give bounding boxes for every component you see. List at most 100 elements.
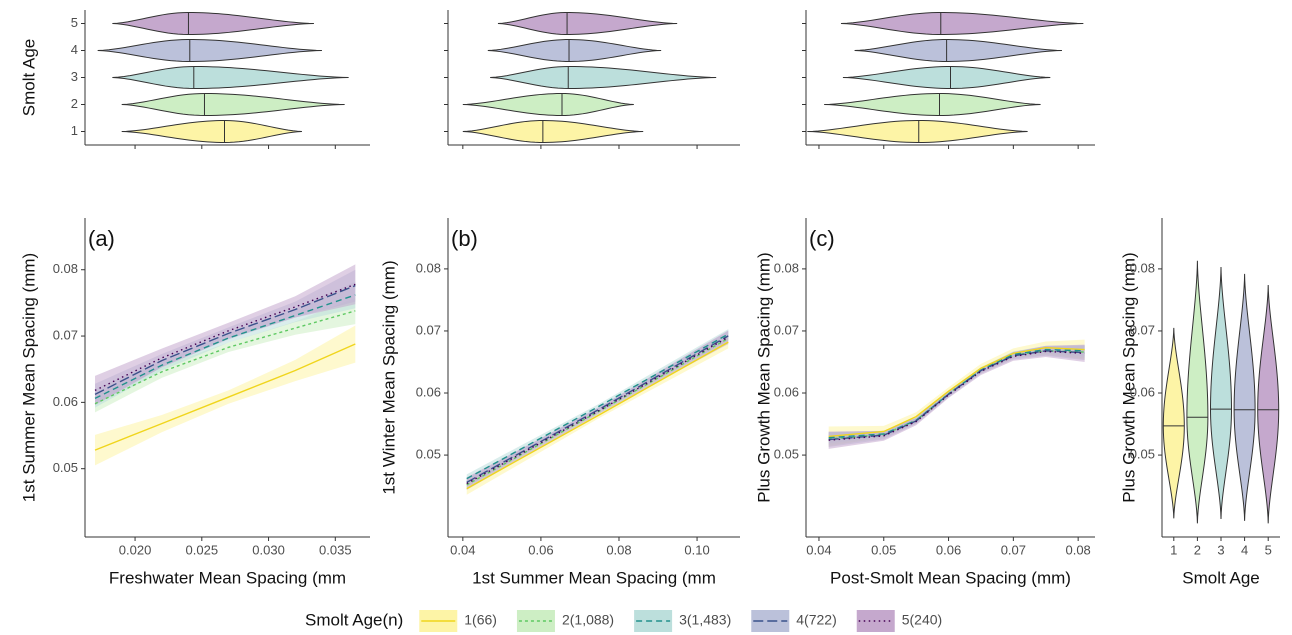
legend: Smolt Age(n) 1(66) 2(1,088) 3(1,483) 4(722) 5… — [305, 610, 942, 632]
fit-line — [828, 347, 1085, 438]
panel-label: (c) — [809, 226, 835, 251]
fit-line — [828, 350, 1085, 440]
panel — [802, 10, 1095, 149]
x-tick-label: 4 — [1241, 542, 1248, 557]
panel: Smolt Age 1 2 3 4 5 — [19, 10, 370, 149]
x-axis-title: Post-Smolt Mean Spacing (mm) — [830, 568, 1071, 587]
panel: Plus Growth Mean Spacing (mm) Smolt Age 0.… — [1119, 218, 1280, 587]
y-tick-label: 0.06 — [416, 384, 441, 399]
legend-label: 5(240) — [902, 612, 942, 628]
x-tick-label: 0.035 — [319, 542, 352, 557]
x-tick-label: 0.08 — [606, 542, 631, 557]
y-tick-label: 0.08 — [53, 261, 78, 276]
panel-label: (b) — [451, 226, 478, 251]
x-tick-label: 0.025 — [186, 542, 219, 557]
x-tick-label: 0.06 — [528, 542, 553, 557]
legend-label: 3(1,483) — [679, 612, 731, 628]
x-tick-label: 0.04 — [806, 542, 831, 557]
fit-line — [466, 341, 729, 490]
y-tick-label: 0.07 — [774, 322, 799, 337]
panel: 1st Summer Mean Spacing (mm) Freshwater M… — [19, 218, 370, 587]
x-tick-label: 0.08 — [1065, 542, 1090, 557]
x-tick-label: 5 — [1265, 542, 1272, 557]
y-tick-label: 0.05 — [416, 447, 441, 462]
violin — [1162, 327, 1185, 519]
y-tick-label: 0.08 — [774, 260, 799, 275]
legend-key — [634, 610, 673, 632]
violin — [842, 65, 1051, 90]
x-tick-label: 0.04 — [450, 542, 475, 557]
x-axis-title: Freshwater Mean Spacing (mm — [109, 568, 346, 587]
x-tick-label: 0.030 — [252, 542, 285, 557]
violin — [490, 65, 717, 90]
x-tick-label: 0.020 — [119, 542, 152, 557]
x-tick-label: 0.05 — [871, 542, 896, 557]
legend-label: 4(722) — [796, 612, 836, 628]
legend-key — [856, 610, 895, 632]
violin — [1186, 260, 1209, 524]
y-tick-label: 3 — [71, 69, 78, 84]
y-tick-label: 2 — [71, 96, 78, 111]
violin — [121, 119, 302, 144]
y-tick-label: 0.07 — [53, 327, 78, 342]
violin — [97, 39, 322, 62]
violin — [854, 38, 1062, 63]
y-axis-title: Plus Growth Mean Spacing (mm) — [1119, 252, 1138, 502]
fit-line — [94, 310, 356, 405]
legend-label: 2(1,088) — [562, 612, 614, 628]
violin — [807, 119, 1028, 144]
y-tick-label: 0.05 — [774, 447, 799, 462]
x-tick-label: 2 — [1194, 542, 1201, 557]
y-tick-label: 0.05 — [53, 460, 78, 475]
fit-line — [828, 350, 1085, 441]
fit-line — [94, 343, 356, 451]
x-tick-label: 0.06 — [936, 542, 961, 557]
y-tick-label: 4 — [71, 42, 78, 57]
panel: 1st Winter Mean Spacing (mm) 1st Summer M… — [379, 218, 740, 587]
confidence-band — [95, 325, 356, 466]
y-tick-label: 0.06 — [1130, 384, 1155, 399]
violin — [462, 92, 634, 117]
confidence-band — [95, 297, 356, 413]
y-tick-label: 0.05 — [1130, 447, 1155, 462]
y-tick-label: 0.07 — [1130, 322, 1155, 337]
y-tick-label: 5 — [71, 15, 78, 30]
y-tick-label: 0.06 — [53, 394, 78, 409]
y-tick-label: 1 — [71, 123, 78, 138]
y-tick-label: 0.06 — [774, 384, 799, 399]
y-axis-title: Smolt Age — [19, 39, 38, 117]
y-axis-title: 1st Winter Mean Spacing (mm) — [379, 260, 398, 494]
legend-key — [516, 610, 555, 632]
x-tick-label: 0.10 — [684, 542, 709, 557]
violin — [1210, 267, 1232, 520]
violin — [1233, 273, 1256, 521]
x-axis-title: 1st Summer Mean Spacing (mm — [472, 568, 716, 587]
y-tick-label: 0.07 — [416, 322, 441, 337]
x-tick-label: 3 — [1217, 542, 1224, 557]
violin — [112, 65, 349, 90]
panel — [444, 10, 740, 149]
legend-label: 1(66) — [464, 612, 497, 628]
violin — [1257, 285, 1280, 524]
fit-line — [94, 284, 356, 396]
fit-line — [94, 283, 356, 392]
panel: Plus Growth Mean Spacing (mm) Post-Smolt … — [754, 218, 1095, 587]
y-axis-title: Plus Growth Mean Spacing (mm) — [754, 252, 773, 502]
x-axis-title: Smolt Age — [1182, 568, 1260, 587]
violin — [112, 11, 314, 36]
legend-title: Smolt Age(n) — [305, 610, 403, 629]
y-axis-title: 1st Summer Mean Spacing (mm) — [19, 253, 38, 502]
violin — [497, 12, 678, 35]
fit-line — [466, 336, 729, 485]
y-tick-label: 0.08 — [1130, 260, 1155, 275]
violin — [121, 92, 345, 117]
fit-line — [466, 333, 729, 480]
y-tick-label: 0.08 — [416, 260, 441, 275]
violin — [824, 92, 1041, 117]
violin — [487, 38, 662, 63]
x-tick-label: 0.07 — [1001, 542, 1026, 557]
x-tick-label: 1 — [1170, 542, 1177, 557]
fit-line — [466, 335, 729, 483]
panel-label: (a) — [88, 226, 115, 251]
